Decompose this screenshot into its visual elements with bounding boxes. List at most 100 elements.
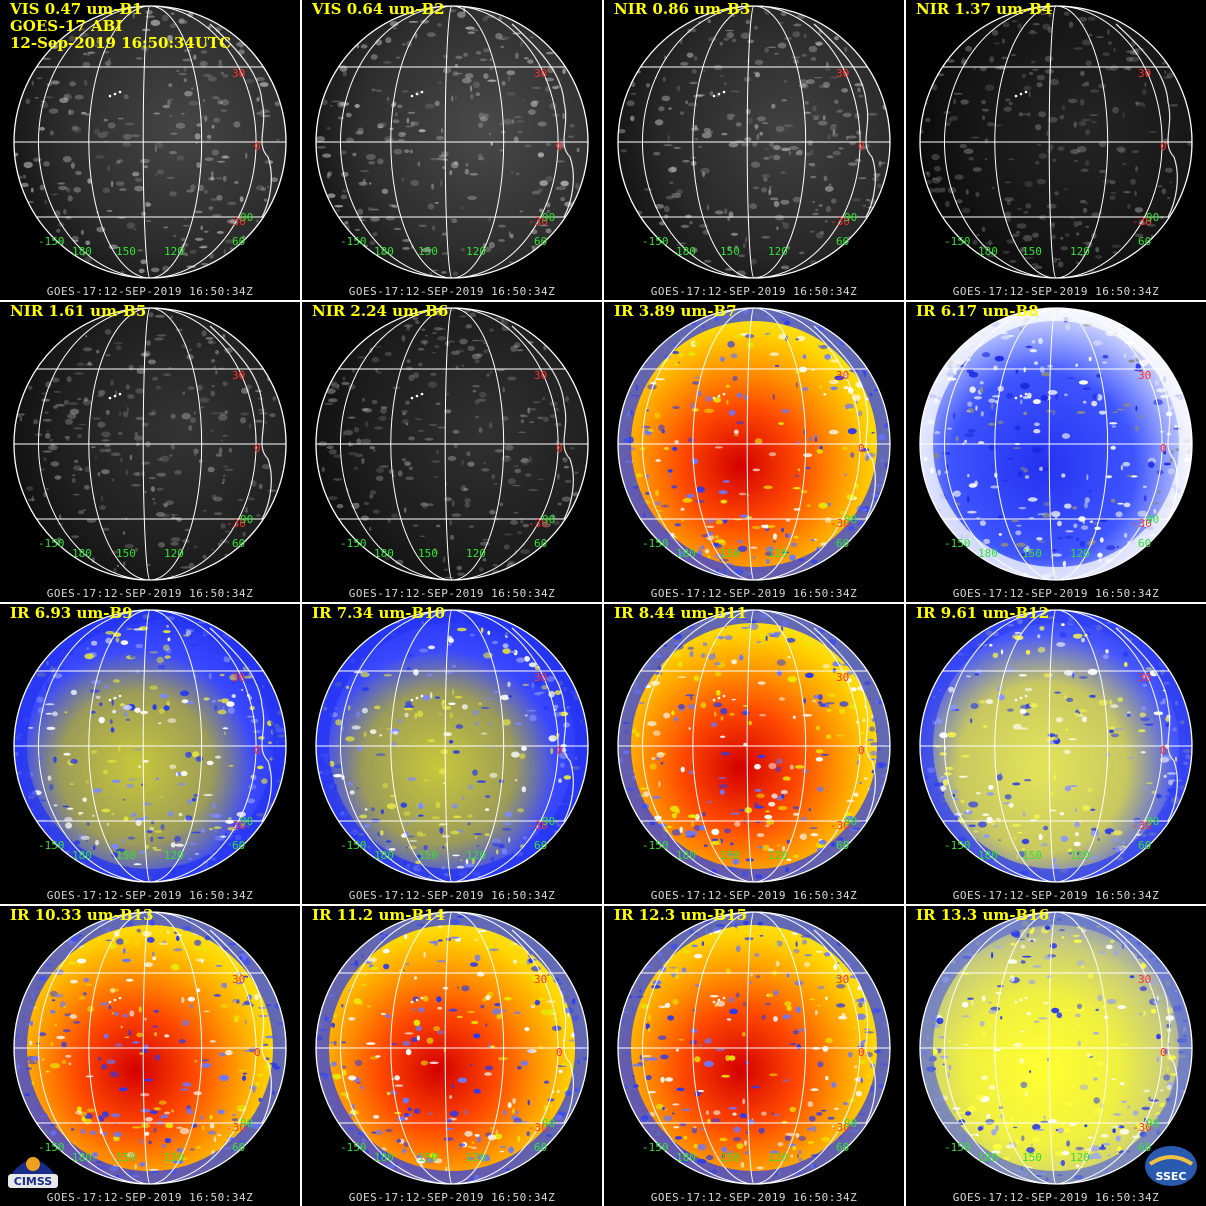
longitude-label: 180 — [374, 245, 394, 258]
latitude-label: 30 — [232, 67, 246, 80]
longitude-label: 60 — [1138, 839, 1152, 852]
longitude-label: 120 — [466, 245, 486, 258]
longitude-label: 120 — [466, 1151, 486, 1164]
earth-disk-image — [617, 609, 891, 883]
band-title: VIS 0.47 um-B1 — [10, 0, 143, 18]
latitude-label: 0 — [1160, 140, 1167, 153]
latitude-label: 0 — [1160, 442, 1167, 455]
longitude-label: 120 — [1070, 1151, 1090, 1164]
longitude-label: 180 — [676, 245, 696, 258]
longitude-label: -150 — [38, 1141, 65, 1154]
longitude-label: 180 — [72, 547, 92, 560]
longitude-label: 90 — [1146, 211, 1160, 224]
band-panel: 30 0 -30 -150 180 150 120 90 60 VIS 0.47 um-B1 GOE… — [0, 0, 300, 300]
longitude-label: 120 — [466, 547, 486, 560]
band-panel: 30 0 -30 -150 180 150 120 90 60 NIR 0.86 um-B3 GOE… — [604, 0, 904, 300]
longitude-label: 150 — [116, 245, 136, 258]
timestamp-footer: GOES-17:12-SEP-2019 16:50:34Z — [348, 587, 556, 600]
earth-disk-image — [13, 5, 287, 279]
latitude-label: 0 — [254, 744, 261, 757]
band-title: VIS 0.64 um-B2 — [312, 0, 445, 18]
band-title: NIR 0.86 um-B3 — [614, 0, 751, 18]
band-panel: 30 0 -30 -150 180 150 120 90 60 IR 3.89 um-B7 GOES… — [604, 302, 904, 602]
longitude-label: 150 — [418, 1151, 438, 1164]
longitude-label: -150 — [944, 235, 971, 248]
band-panel: 30 0 -30 -150 180 150 120 90 60 IR 13.3 um-B16 GOE… — [906, 906, 1206, 1206]
longitude-label: 90 — [542, 211, 556, 224]
longitude-label: 90 — [844, 211, 858, 224]
latitude-label: 0 — [254, 442, 261, 455]
timestamp-footer: GOES-17:12-SEP-2019 16:50:34Z — [46, 1191, 254, 1204]
latitude-label: 0 — [254, 1046, 261, 1059]
longitude-label: -150 — [38, 839, 65, 852]
logo-text: CIMSS — [13, 1175, 53, 1188]
longitude-label: 60 — [232, 235, 246, 248]
longitude-label: 60 — [836, 537, 850, 550]
latitude-label: -30 — [226, 517, 246, 530]
longitude-label: 150 — [116, 1151, 136, 1164]
longitude-label: 60 — [534, 235, 548, 248]
longitude-label: 120 — [164, 849, 184, 862]
longitude-label: 90 — [240, 1117, 254, 1130]
longitude-label: 150 — [720, 1151, 740, 1164]
longitude-label: 120 — [1070, 245, 1090, 258]
latitude-label: -30 — [1132, 517, 1152, 530]
latitude-label: 30 — [1138, 973, 1152, 986]
longitude-label: 150 — [418, 849, 438, 862]
timestamp-footer: GOES-17:12-SEP-2019 16:50:34Z — [46, 285, 254, 298]
band-panel: 30 0 -30 -150 180 150 120 90 60 NIR 1.37 um-B4 GOE… — [906, 0, 1206, 300]
longitude-label: 90 — [542, 815, 556, 828]
longitude-label: 150 — [720, 245, 740, 258]
earth-disk-image — [617, 307, 891, 581]
timestamp-footer: GOES-17:12-SEP-2019 16:50:34Z — [650, 587, 858, 600]
latitude-label: -30 — [528, 517, 548, 530]
cimss-logo: CIMSS — [4, 1142, 62, 1190]
ssec-logo: SSEC — [1142, 1142, 1200, 1190]
longitude-label: 90 — [844, 513, 858, 526]
longitude-label: 180 — [676, 1151, 696, 1164]
timestamp-footer: GOES-17:12-SEP-2019 16:50:34Z — [650, 285, 858, 298]
longitude-label: 60 — [836, 839, 850, 852]
longitude-label: 150 — [1022, 547, 1042, 560]
longitude-label: 180 — [978, 849, 998, 862]
band-title: IR 11.2 um-B14 — [312, 906, 446, 924]
timestamp-footer: GOES-17:12-SEP-2019 16:50:34Z — [650, 1191, 858, 1204]
longitude-label: 180 — [978, 245, 998, 258]
longitude-label: -150 — [642, 537, 669, 550]
earth-disk-image — [13, 307, 287, 581]
band-title: IR 3.89 um-B7 — [614, 302, 737, 320]
longitude-label: -150 — [38, 537, 65, 550]
longitude-label: 90 — [1146, 815, 1160, 828]
earth-disk-image — [315, 5, 589, 279]
longitude-label: 180 — [374, 849, 394, 862]
latitude-label: -30 — [528, 1121, 548, 1134]
longitude-label: 180 — [374, 547, 394, 560]
band-title: IR 9.61 um-B12 — [916, 604, 1050, 622]
longitude-label: -150 — [944, 537, 971, 550]
band-title: IR 6.93 um-B9 — [10, 604, 133, 622]
longitude-label: 60 — [836, 235, 850, 248]
latitude-label: 0 — [254, 140, 261, 153]
longitude-label: 90 — [240, 815, 254, 828]
longitude-label: -150 — [340, 537, 367, 550]
longitude-label: 180 — [676, 547, 696, 560]
longitude-label: 150 — [1022, 849, 1042, 862]
band-panel: 30 0 -30 -150 180 150 120 90 60 IR 6.17 um-B8 GOES… — [906, 302, 1206, 602]
earth-disk-image — [13, 911, 287, 1185]
earth-disk-image — [13, 609, 287, 883]
band-panel: 30 0 -30 -150 180 150 120 90 60 NIR 2.24 um-B6 GOE… — [302, 302, 602, 602]
band-title: NIR 1.61 um-B5 — [10, 302, 147, 320]
latitude-label: -30 — [226, 1121, 246, 1134]
timestamp-footer: GOES-17:12-SEP-2019 16:50:34Z — [348, 1191, 556, 1204]
band-title: IR 10.33 um-B13 — [10, 906, 154, 924]
longitude-label: 60 — [1138, 1141, 1152, 1154]
timestamp-footer: GOES-17:12-SEP-2019 16:50:34Z — [650, 889, 858, 902]
longitude-label: 150 — [720, 547, 740, 560]
latitude-label: -30 — [528, 819, 548, 832]
longitude-label: 60 — [534, 1141, 548, 1154]
band-title: NIR 1.37 um-B4 — [916, 0, 1053, 18]
longitude-label: 60 — [1138, 537, 1152, 550]
longitude-label: 150 — [418, 547, 438, 560]
longitude-label: 180 — [72, 849, 92, 862]
